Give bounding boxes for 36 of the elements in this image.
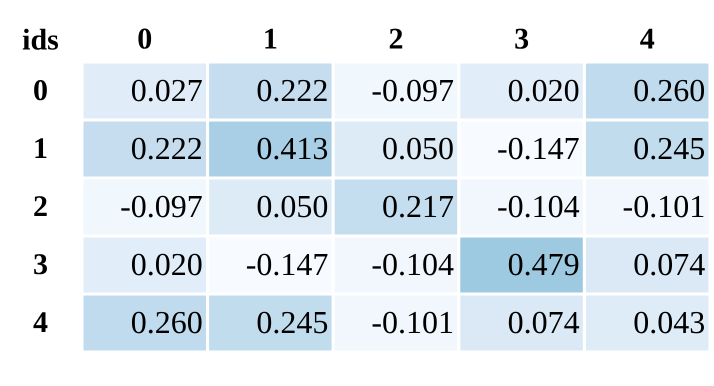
- data-label: -0.147: [496, 130, 580, 166]
- y-tick-label: 2: [33, 190, 48, 223]
- data-label: -0.097: [371, 72, 454, 108]
- y-tick-label: 3: [33, 248, 48, 281]
- data-label: -0.101: [622, 188, 706, 224]
- data-label: 0.020: [508, 72, 580, 108]
- data-label: 0.043: [633, 304, 706, 340]
- data-label: 0.479: [508, 246, 580, 282]
- data-label: 0.245: [633, 130, 706, 166]
- y-axis-title: ids: [22, 24, 59, 56]
- data-label: 0.222: [130, 130, 203, 166]
- data-label: 0.260: [130, 304, 203, 340]
- data-label: 0.074: [508, 304, 580, 340]
- y-tick-label: 4: [33, 306, 48, 339]
- data-label: -0.147: [246, 246, 328, 282]
- data-label: -0.104: [496, 188, 580, 224]
- data-label: 0.222: [256, 72, 328, 108]
- data-label: 0.413: [256, 130, 328, 166]
- data-label: -0.101: [371, 304, 454, 340]
- y-tick-label: 0: [33, 74, 48, 107]
- x-tick-label: 1: [262, 22, 278, 56]
- data-label: 0.260: [633, 72, 706, 108]
- data-label: 0.217: [382, 188, 454, 224]
- data-label: 0.074: [633, 246, 706, 282]
- x-tick-label: 0: [137, 22, 152, 56]
- data-label: 0.020: [130, 246, 203, 282]
- x-tick-label: 2: [388, 22, 404, 56]
- data-label: 0.050: [256, 188, 328, 224]
- x-tick-label: 4: [640, 22, 655, 56]
- data-label: 0.245: [256, 304, 328, 340]
- y-tick-label: 1: [33, 132, 48, 165]
- data-label: 0.027: [130, 72, 203, 108]
- x-tick-label: 3: [514, 22, 530, 56]
- data-label: 0.050: [382, 130, 454, 166]
- data-label: -0.097: [120, 188, 203, 224]
- data-label: -0.104: [371, 246, 454, 282]
